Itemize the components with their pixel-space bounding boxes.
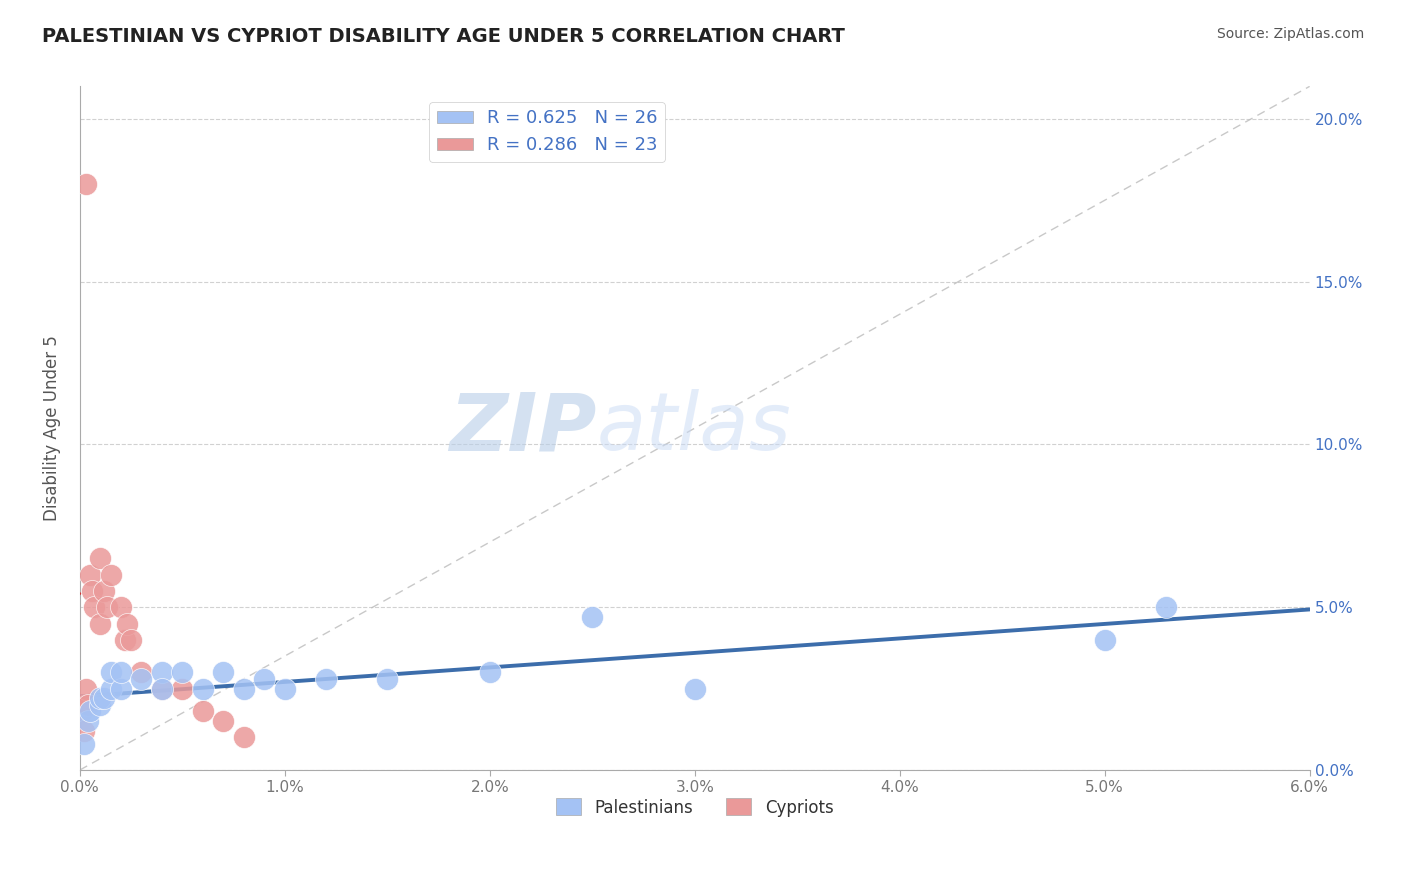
Point — [79, 567, 101, 582]
Point — [100, 665, 122, 680]
Point — [172, 665, 194, 680]
Point — [75, 177, 97, 191]
Point — [114, 632, 136, 647]
Point — [232, 731, 254, 745]
Point — [89, 691, 111, 706]
Legend: Palestinians, Cypriots: Palestinians, Cypriots — [550, 792, 841, 823]
Point — [212, 714, 235, 728]
Point — [79, 705, 101, 719]
Text: Source: ZipAtlas.com: Source: ZipAtlas.com — [1216, 27, 1364, 41]
Point — [150, 681, 173, 696]
Point — [77, 698, 100, 712]
Point — [75, 681, 97, 696]
Point — [83, 600, 105, 615]
Point — [96, 600, 118, 615]
Point — [115, 616, 138, 631]
Point — [274, 681, 297, 696]
Point — [82, 583, 104, 598]
Point — [120, 632, 142, 647]
Point — [100, 567, 122, 582]
Text: ZIP: ZIP — [449, 389, 596, 467]
Point — [89, 616, 111, 631]
Point — [150, 681, 173, 696]
Text: PALESTINIAN VS CYPRIOT DISABILITY AGE UNDER 5 CORRELATION CHART: PALESTINIAN VS CYPRIOT DISABILITY AGE UN… — [42, 27, 845, 45]
Point — [110, 681, 132, 696]
Point — [70, 705, 93, 719]
Point — [89, 698, 111, 712]
Point — [93, 583, 115, 598]
Point — [1094, 632, 1116, 647]
Point — [100, 681, 122, 696]
Point — [77, 714, 100, 728]
Point — [75, 698, 97, 712]
Point — [89, 551, 111, 566]
Point — [131, 672, 153, 686]
Point — [232, 681, 254, 696]
Point — [683, 681, 706, 696]
Text: atlas: atlas — [596, 389, 792, 467]
Point — [315, 672, 337, 686]
Point — [93, 691, 115, 706]
Point — [375, 672, 398, 686]
Point — [212, 665, 235, 680]
Point — [110, 600, 132, 615]
Point — [131, 665, 153, 680]
Point — [172, 681, 194, 696]
Point — [191, 705, 214, 719]
Point — [150, 665, 173, 680]
Point — [73, 737, 96, 751]
Point — [191, 681, 214, 696]
Y-axis label: Disability Age Under 5: Disability Age Under 5 — [44, 335, 60, 521]
Point — [1154, 600, 1177, 615]
Point — [73, 723, 96, 738]
Point — [581, 610, 603, 624]
Point — [478, 665, 501, 680]
Point — [253, 672, 276, 686]
Point — [110, 665, 132, 680]
